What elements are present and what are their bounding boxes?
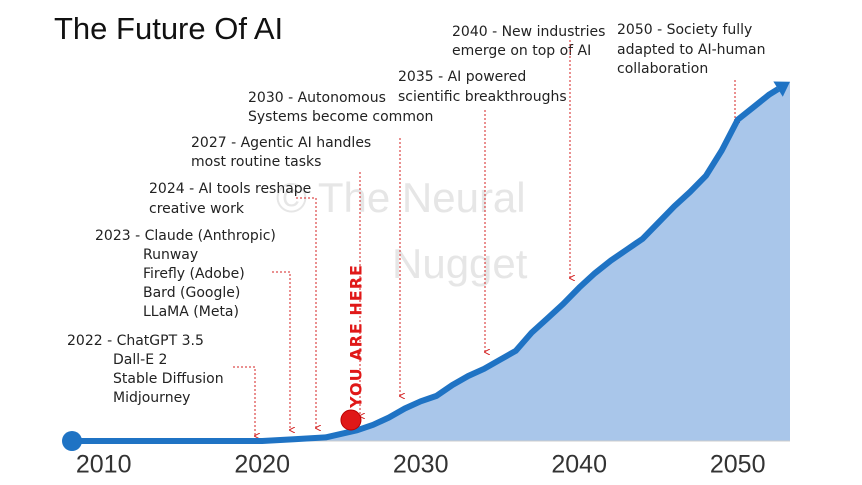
you-are-here-label: YOU ARE HERE xyxy=(346,264,365,409)
annotation-arrow xyxy=(233,366,255,436)
arrow-head xyxy=(773,81,790,97)
you-are-here-dot xyxy=(340,409,362,431)
annotation-line: Dall-E 2 xyxy=(113,352,167,368)
annotation-arrow xyxy=(296,197,316,428)
annotation-line: 2040 - New industries xyxy=(452,24,605,40)
start-dot xyxy=(62,431,82,451)
x-tick-label: 2020 xyxy=(234,451,290,479)
annotation-line: creative work xyxy=(149,201,245,217)
annotation-line: Stable Diffusion xyxy=(113,371,224,387)
annotation: 2027 - Agentic AI handles most routine t… xyxy=(191,135,371,416)
annotation-line: Firefly (Adobe) xyxy=(143,266,245,282)
x-tick-label: 2050 xyxy=(710,451,766,479)
annotation-line: LLaMA (Meta) xyxy=(143,304,239,320)
annotation: 2023 - Claude (Anthropic) Runway Firefly… xyxy=(95,228,290,430)
annotation: 2024 - AI tools reshape creative work xyxy=(149,181,316,428)
annotation-line: scientific breakthroughs xyxy=(398,89,567,105)
annotation-line: 2035 - AI powered xyxy=(398,69,526,85)
watermark: © The Neural xyxy=(276,174,526,221)
annotation-line: most routine tasks xyxy=(191,154,321,170)
annotation-line: Midjourney xyxy=(113,390,190,406)
watermark: Nugget xyxy=(392,240,528,287)
annotation: 2030 - Autonomous Systems become common xyxy=(248,90,433,396)
annotation-line: emerge on top of AI xyxy=(452,43,591,59)
annotation-line: Systems become common xyxy=(248,109,433,125)
annotation: 2050 - Society fully adapted to AI-human… xyxy=(617,22,765,120)
line xyxy=(72,86,780,444)
x-tick-label: 2040 xyxy=(551,451,607,479)
annotation-line: 2023 - Claude (Anthropic) xyxy=(95,228,276,244)
annotation-line: 2027 - Agentic AI handles xyxy=(191,135,371,151)
annotation-arrow xyxy=(272,271,290,430)
annotation-line: collaboration xyxy=(617,61,708,77)
annotation-line: Bard (Google) xyxy=(143,285,240,301)
annotation-line: Runway xyxy=(143,247,198,263)
annotation: 2040 - New industries emerge on top of A… xyxy=(452,24,605,278)
annotation: 2022 - ChatGPT 3.5 Dall-E 2 Stable Diffu… xyxy=(67,333,255,436)
annotation-line: 2022 - ChatGPT 3.5 xyxy=(67,333,204,349)
annotation-line: 2050 - Society fully xyxy=(617,22,752,38)
x-tick-label: 2010 xyxy=(76,451,132,479)
area xyxy=(72,81,790,442)
annotation-line: 2024 - AI tools reshape xyxy=(149,181,311,197)
annotation-line: 2030 - Autonomous xyxy=(248,90,386,106)
x-tick-label: 2030 xyxy=(393,451,449,479)
annotation-line: adapted to AI-human xyxy=(617,42,765,58)
chart-title: The Future Of AI xyxy=(54,11,283,46)
annotation: 2035 - AI powered scientific breakthroug… xyxy=(398,69,567,352)
